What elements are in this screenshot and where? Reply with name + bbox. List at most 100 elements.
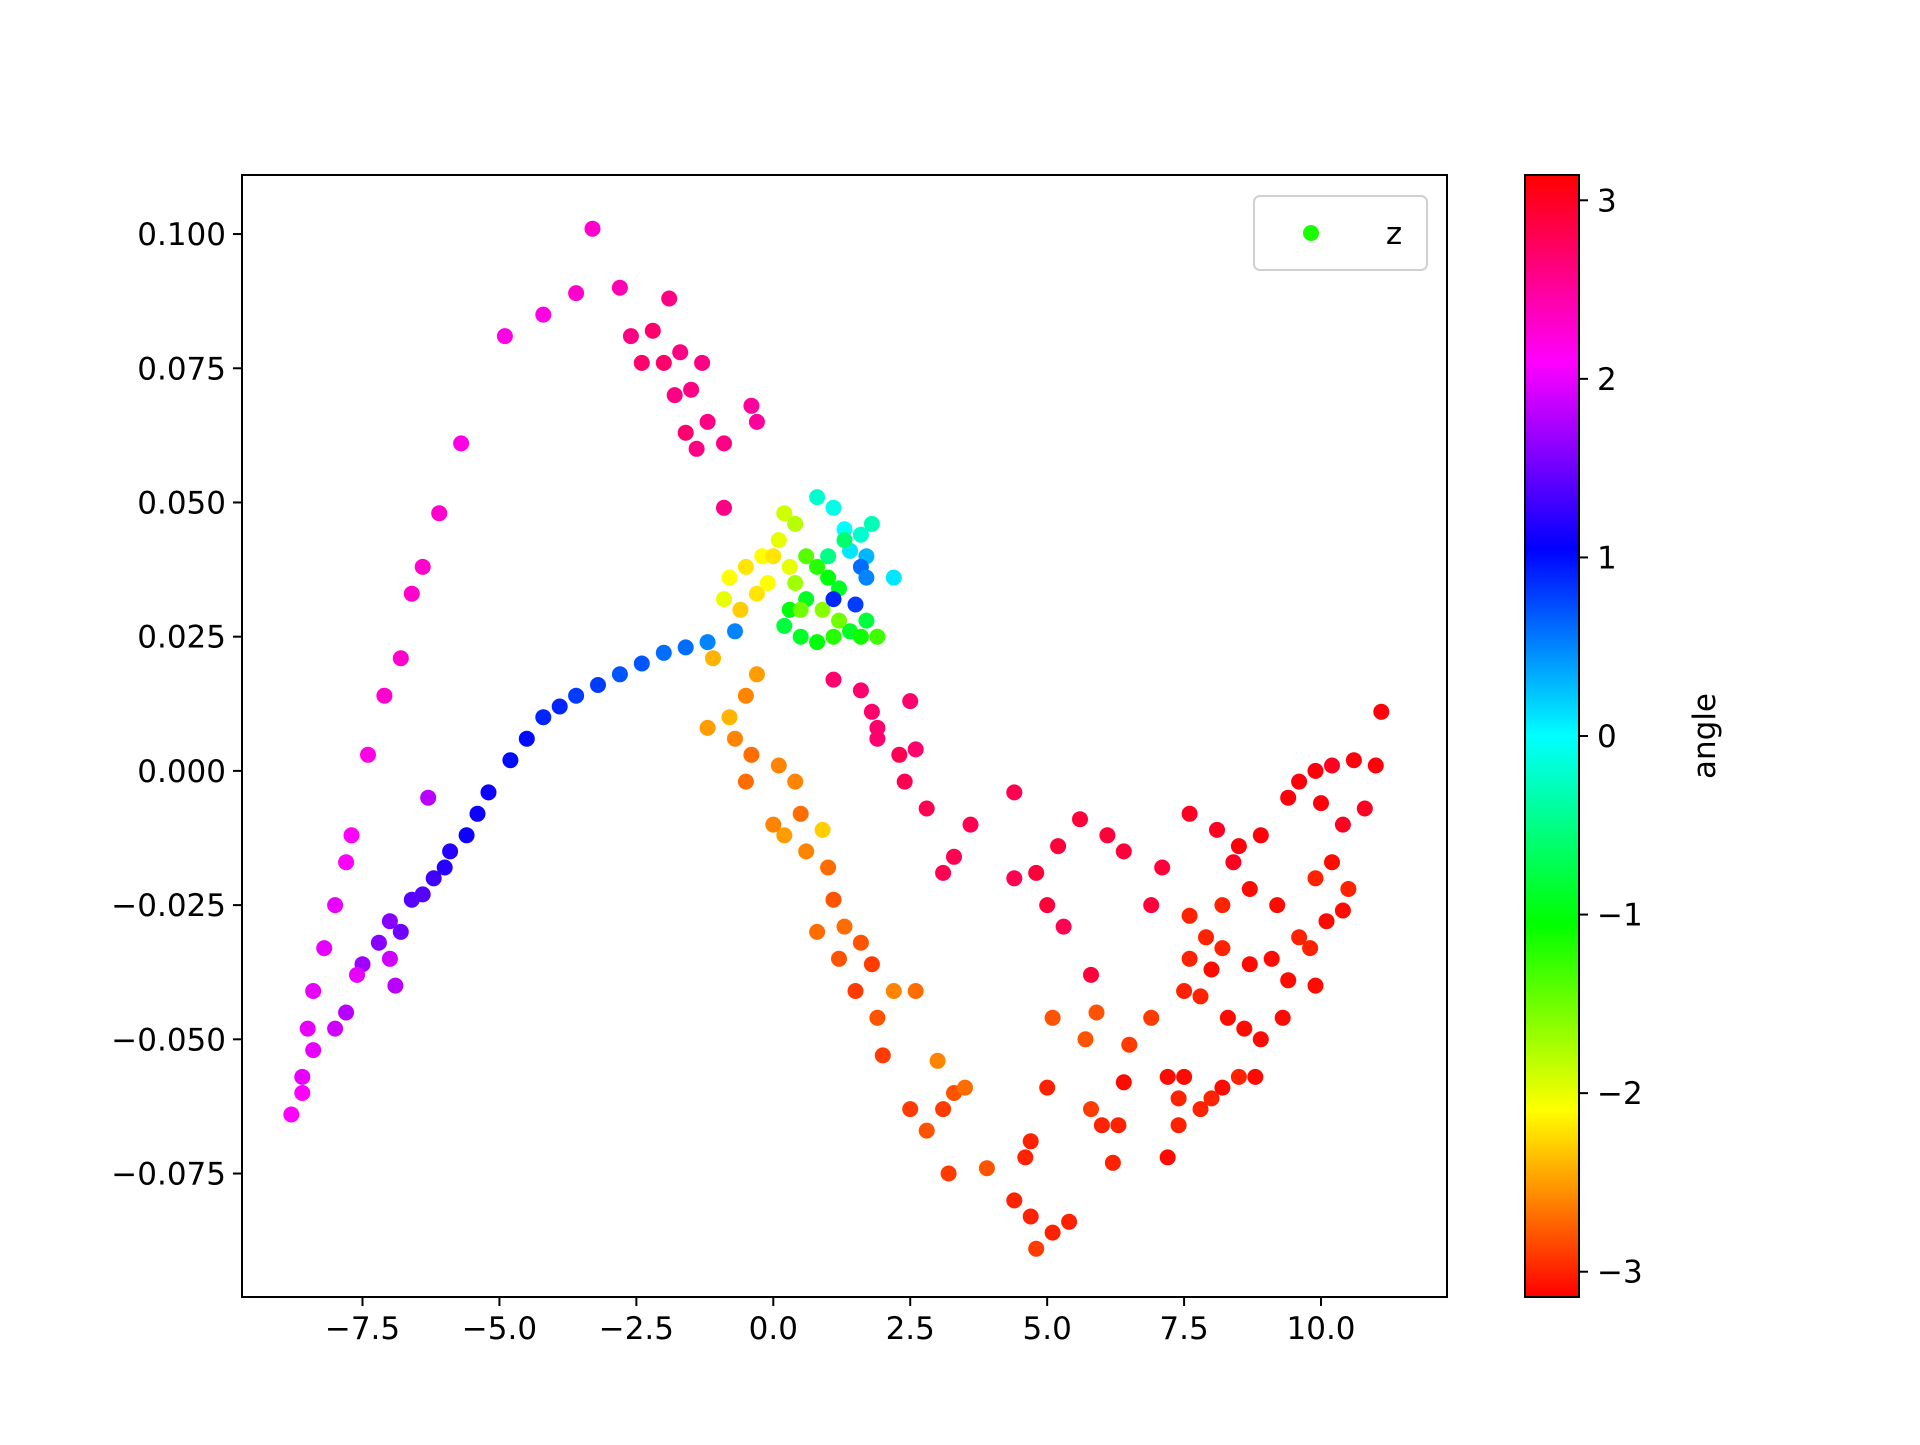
scatter-point [655, 354, 672, 371]
scatter-point [792, 805, 809, 822]
scatter-point [765, 816, 782, 833]
scatter-point [1334, 816, 1351, 833]
scatter-point [688, 440, 705, 457]
scatter-point [392, 923, 409, 940]
scatter-point [1050, 838, 1067, 855]
scatter-point [1154, 859, 1171, 876]
scatter-point [1099, 827, 1116, 844]
x-tick-label: −5.0 [462, 1311, 537, 1347]
scatter-point [787, 515, 804, 532]
scatter-point [1340, 881, 1357, 897]
colorbar-tick-label: 1 [1597, 540, 1617, 576]
scatter-point [874, 1047, 891, 1064]
scatter-point [343, 827, 360, 844]
scatter-point [699, 719, 716, 736]
colorbar-tick-label: −2 [1597, 1076, 1643, 1112]
scatter-point [1022, 1133, 1039, 1150]
scatter-point [694, 354, 711, 371]
scatter-point [737, 773, 754, 790]
scatter-point [781, 601, 798, 618]
scatter-point [633, 655, 650, 672]
scatter-point [699, 413, 716, 430]
scatter-point [1269, 897, 1286, 914]
y-tick-label: 0.000 [137, 754, 226, 790]
scatter-point [1115, 843, 1132, 860]
scatter-point [869, 730, 886, 747]
legend-marker [1303, 225, 1319, 241]
x-tick-label: 5.0 [1023, 1311, 1072, 1347]
scatter-point [831, 950, 847, 967]
scatter-point [387, 977, 404, 994]
scatter-point [754, 548, 771, 565]
scatter-point [436, 859, 453, 876]
scatter-point [453, 435, 470, 452]
scatter-point [305, 983, 322, 999]
y-tick-label: −0.050 [111, 1022, 226, 1058]
colorbar-tick-label: −1 [1597, 898, 1643, 934]
x-tick-label: 2.5 [886, 1311, 935, 1347]
scatter-point [770, 757, 787, 774]
x-axis: −7.5 −5.0 −2.5 0.0 2.5 5.0 7.5 10.0 [325, 1297, 1356, 1347]
x-tick-label: −2.5 [599, 1311, 674, 1347]
legend-box [1253, 195, 1428, 271]
scatter-point [737, 558, 754, 575]
scatter-point [809, 489, 826, 506]
scatter-point [820, 548, 837, 565]
scatter-point [305, 1042, 322, 1059]
scatter-point [672, 344, 689, 361]
scatter-point [1209, 821, 1225, 838]
y-tick-label: 0.050 [137, 485, 226, 521]
scatter-point [792, 601, 809, 618]
scatter-point [957, 1079, 973, 1096]
scatter-point [360, 746, 376, 763]
scatter-point [869, 628, 886, 645]
plot-frame [241, 174, 1448, 1298]
scatter-point [414, 558, 431, 575]
scatter-point [896, 773, 913, 790]
scatter-point [442, 843, 459, 860]
scatter-point [425, 870, 442, 887]
scatter-point [590, 677, 606, 693]
scatter-point [1176, 983, 1193, 999]
scatter-point [1028, 1240, 1045, 1257]
scatter-point [721, 569, 738, 586]
scatter-point [622, 328, 639, 345]
scatter-point [1104, 1154, 1121, 1171]
scatter-point [1170, 1117, 1187, 1134]
scatter-point [327, 897, 344, 914]
scatter-point [1006, 784, 1023, 801]
scatter-point [1181, 805, 1198, 822]
y-tick-label: 0.025 [137, 620, 226, 656]
scatter-point [431, 505, 448, 522]
y-tick-label: −0.025 [111, 888, 226, 924]
scatter-point [518, 730, 535, 747]
scatter-point [316, 940, 333, 957]
scatter-point [611, 666, 628, 683]
scatter-point [283, 1106, 300, 1123]
scatter-point [1345, 752, 1362, 769]
scatter-point [1324, 854, 1340, 871]
scatter-point [847, 596, 864, 613]
scatter-point [891, 746, 908, 763]
y-tick-label: 0.075 [137, 351, 226, 387]
scatter-point [294, 1068, 311, 1085]
scatter-point [1241, 956, 1258, 973]
scatter-point [1192, 988, 1209, 1005]
scatter-point [918, 1122, 935, 1139]
scatter-point [1181, 907, 1198, 924]
scatter-point [1302, 940, 1319, 957]
scatter-point [1318, 913, 1335, 930]
scatter-point [727, 623, 743, 640]
scatter-point [1307, 870, 1324, 887]
colorbar-gradient [1524, 174, 1580, 1298]
scatter-point [946, 848, 962, 865]
scatter-point [885, 569, 902, 586]
colorbar-tick-label: 2 [1597, 362, 1617, 398]
scatter-point [748, 666, 765, 683]
scatter-point [403, 585, 420, 602]
x-tick-label: −7.5 [325, 1311, 400, 1347]
scatter-point [1044, 1009, 1061, 1026]
scatter-point [666, 387, 683, 404]
scatter-point [705, 650, 721, 667]
